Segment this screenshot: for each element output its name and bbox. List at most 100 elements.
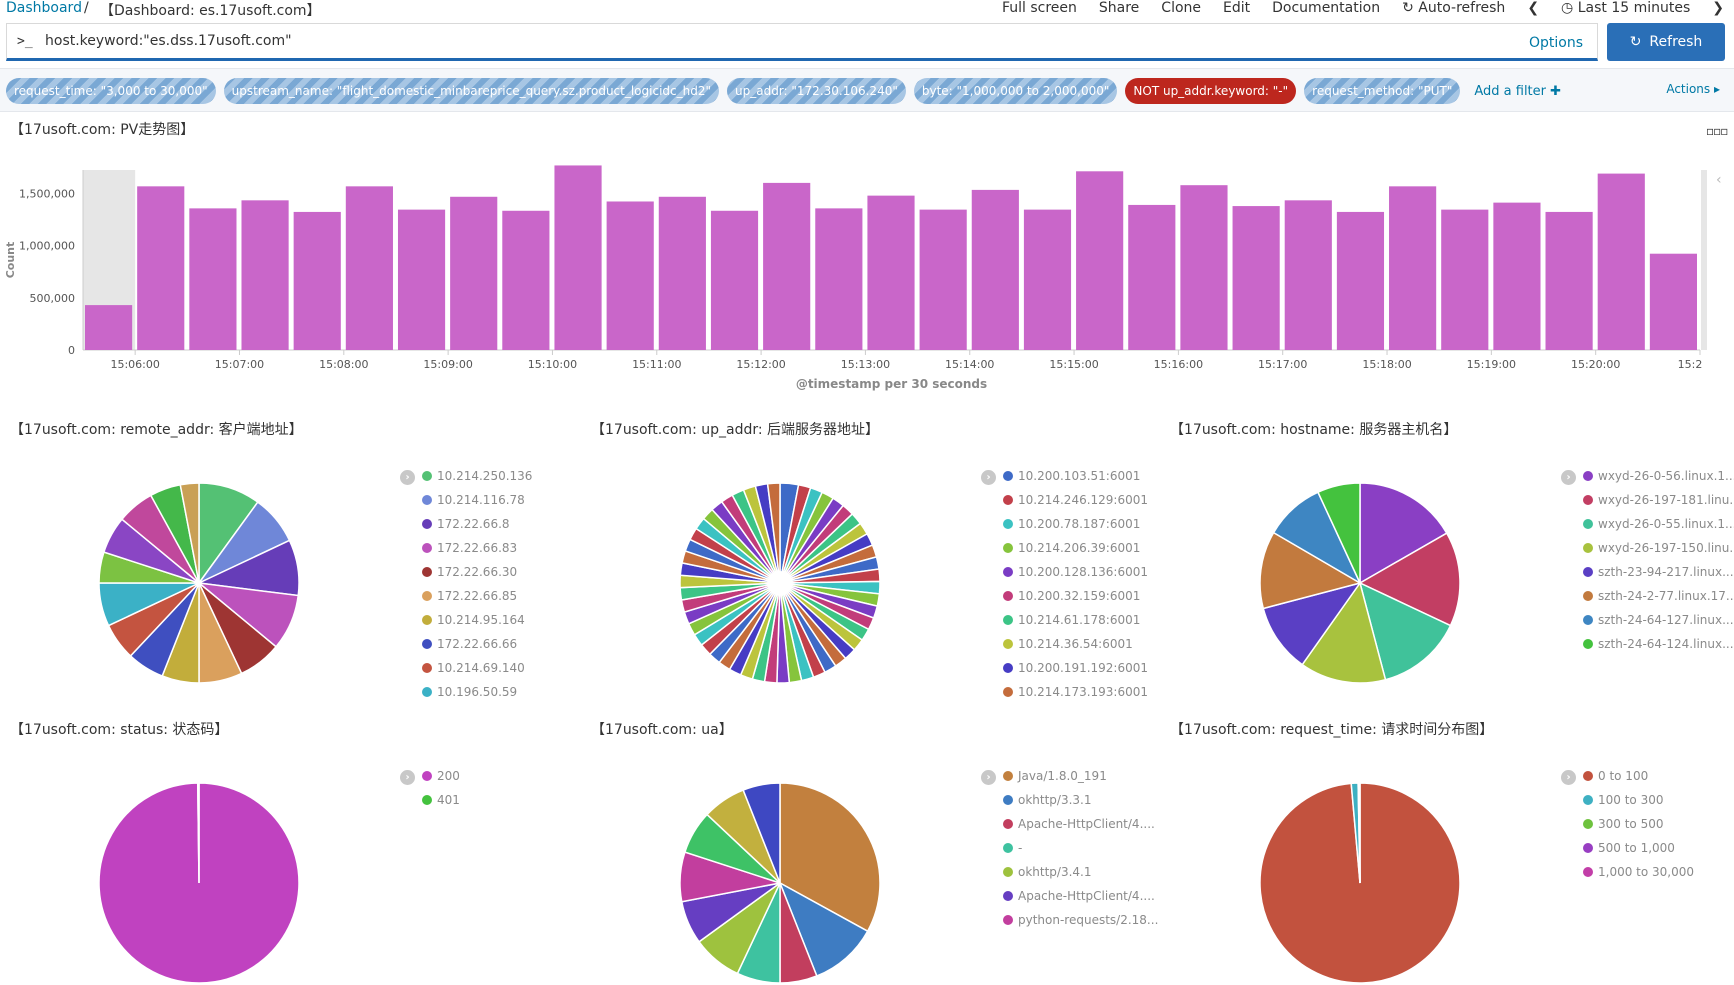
- share-button[interactable]: Share: [1098, 0, 1140, 16]
- legend-item[interactable]: 10.214.61.178:6001: [1003, 613, 1140, 627]
- filter-pill[interactable]: byte: "1,000,000 to 2,000,000": [913, 78, 1118, 104]
- pie-slice[interactable]: [1358, 782, 1361, 884]
- legend-item[interactable]: szth-24-64-124.linux....: [1583, 637, 1734, 651]
- legend-item[interactable]: 10.200.128.136:6001: [1003, 565, 1148, 579]
- options-button[interactable]: Options: [1528, 35, 1583, 51]
- legend-item[interactable]: Apache-HttpClient/4....: [1003, 817, 1155, 831]
- bar[interactable]: [1180, 185, 1228, 350]
- pie-slice[interactable]: [179, 482, 200, 584]
- filter-pill[interactable]: NOT up_addr.keyword: "-": [1125, 78, 1297, 104]
- bar[interactable]: [554, 165, 602, 350]
- bar[interactable]: [815, 208, 863, 350]
- bar[interactable]: [919, 209, 967, 350]
- legend-item[interactable]: 100 to 300: [1583, 793, 1663, 807]
- brush-handle[interactable]: [1701, 170, 1707, 350]
- bar[interactable]: [1232, 206, 1280, 350]
- add-filter-button[interactable]: Add a filter ✚: [1474, 83, 1562, 99]
- pie-slice[interactable]: [766, 482, 781, 584]
- pie-slice[interactable]: [1358, 581, 1452, 681]
- legend-item[interactable]: -: [1003, 841, 1022, 855]
- legend-toggle-icon[interactable]: ›: [981, 470, 996, 485]
- bar[interactable]: [397, 209, 446, 350]
- bar[interactable]: [710, 210, 759, 350]
- legend-toggle-icon[interactable]: ›: [400, 770, 415, 785]
- legend-item[interactable]: 10.214.95.164: [422, 613, 525, 627]
- auto-refresh-button[interactable]: ↻ Auto-refresh: [1402, 0, 1505, 16]
- legend-item[interactable]: okhttp/3.4.1: [1003, 865, 1092, 879]
- legend-toggle-icon[interactable]: ›: [981, 770, 996, 785]
- bar[interactable]: [1128, 204, 1176, 350]
- legend-item[interactable]: 10.196.50.59: [422, 685, 517, 699]
- pie-slice[interactable]: [1316, 482, 1361, 584]
- legend-item[interactable]: python-requests/2.18...: [1003, 913, 1158, 927]
- pie-slice[interactable]: [1358, 532, 1461, 627]
- legend-toggle-icon[interactable]: ›: [400, 470, 415, 485]
- legend-item[interactable]: szth-24-64-127.linux....: [1583, 613, 1734, 627]
- legend-item[interactable]: 172.22.66.8: [422, 517, 510, 531]
- pie-slice[interactable]: [1301, 581, 1387, 684]
- bar[interactable]: [971, 189, 1019, 350]
- bar[interactable]: [502, 210, 550, 350]
- legend-item[interactable]: wxyd-26-0-55.linux.1...: [1583, 517, 1734, 531]
- legend-item[interactable]: szth-24-2-77.linux.17...: [1583, 589, 1734, 603]
- legend-toggle-icon[interactable]: ›: [1561, 770, 1576, 785]
- bar[interactable]: [241, 200, 289, 350]
- pie-slice[interactable]: [1262, 581, 1362, 666]
- bar[interactable]: [85, 305, 133, 350]
- legend-item[interactable]: 0 to 100: [1583, 769, 1648, 783]
- bar[interactable]: [137, 186, 185, 350]
- bar[interactable]: [867, 195, 915, 350]
- query-input[interactable]: host.keyword:"es.dss.17usoft.com": [45, 33, 292, 49]
- bar[interactable]: [1284, 200, 1332, 350]
- bar[interactable]: [658, 196, 706, 350]
- legend-item[interactable]: 1,000 to 30,000: [1583, 865, 1694, 879]
- filter-pill[interactable]: request_time: "3,000 to 30,000": [6, 78, 216, 104]
- bar[interactable]: [1597, 173, 1645, 350]
- legend-item[interactable]: szth-23-94-217.linux....: [1583, 565, 1734, 579]
- chevron-left-icon[interactable]: ❮: [1527, 0, 1540, 16]
- bar[interactable]: [1649, 253, 1697, 350]
- legend-item[interactable]: 10.214.246.129:6001: [1003, 493, 1148, 507]
- pie-slice[interactable]: [1359, 482, 1448, 585]
- pie-slice[interactable]: [742, 782, 781, 884]
- pie-slice[interactable]: [779, 782, 881, 933]
- legend-item[interactable]: 10.200.191.192:6001: [1003, 661, 1148, 675]
- legend-item[interactable]: 10.200.32.159:6001: [1003, 589, 1140, 603]
- bar[interactable]: [293, 211, 341, 350]
- filter-pill[interactable]: up_addr: "172.30.106.240": [727, 78, 906, 104]
- legend-item[interactable]: 300 to 500: [1583, 817, 1663, 831]
- legend-item[interactable]: 500 to 1,000: [1583, 841, 1675, 855]
- legend-item[interactable]: wxyd-26-197-150.linu...: [1583, 541, 1734, 555]
- bar[interactable]: [1441, 209, 1489, 350]
- legend-item[interactable]: 172.22.66.85: [422, 589, 517, 603]
- legend-item[interactable]: 10.214.250.136: [422, 469, 532, 483]
- time-picker-button[interactable]: ◷ Last 15 minutes: [1561, 0, 1690, 16]
- bar[interactable]: [606, 201, 654, 350]
- legend-item[interactable]: okhttp/3.3.1: [1003, 793, 1092, 807]
- legend-item[interactable]: wxyd-26-0-56.linux.1...: [1583, 469, 1734, 483]
- panel-options-icon[interactable]: ▫▫▫: [1706, 124, 1728, 138]
- documentation-button[interactable]: Documentation: [1272, 0, 1381, 16]
- bar[interactable]: [1493, 202, 1541, 350]
- query-bar[interactable]: >_ host.keyword:"es.dss.17usoft.com" Opt…: [6, 23, 1598, 61]
- legend-item[interactable]: Java/1.8.0_191: [1003, 769, 1107, 783]
- legend-item[interactable]: 172.22.66.66: [422, 637, 517, 651]
- legend-item[interactable]: 10.214.116.78: [422, 493, 525, 507]
- pie-slice[interactable]: [1259, 531, 1362, 610]
- legend-item[interactable]: 10.214.173.193:6001: [1003, 685, 1148, 699]
- bar[interactable]: [1389, 186, 1437, 350]
- filter-pill[interactable]: upstream_name: "flight_domestic_minbarep…: [223, 78, 719, 104]
- filter-pill[interactable]: request_method: "PUT": [1304, 78, 1461, 104]
- edit-button[interactable]: Edit: [1223, 0, 1251, 16]
- legend-item[interactable]: 172.22.66.30: [422, 565, 517, 579]
- full-screen-button[interactable]: Full screen: [1001, 0, 1077, 16]
- breadcrumb-dashboard-link[interactable]: Dashboard: [6, 0, 82, 16]
- legend-item[interactable]: wxyd-26-197-181.linu...: [1583, 493, 1734, 507]
- legend-item[interactable]: Apache-HttpClient/4....: [1003, 889, 1155, 903]
- clone-button[interactable]: Clone: [1161, 0, 1202, 16]
- bar[interactable]: [1076, 171, 1124, 350]
- bar[interactable]: [763, 182, 811, 350]
- bar[interactable]: [189, 208, 237, 350]
- bar[interactable]: [450, 196, 498, 350]
- legend-item[interactable]: 172.22.66.83: [422, 541, 517, 555]
